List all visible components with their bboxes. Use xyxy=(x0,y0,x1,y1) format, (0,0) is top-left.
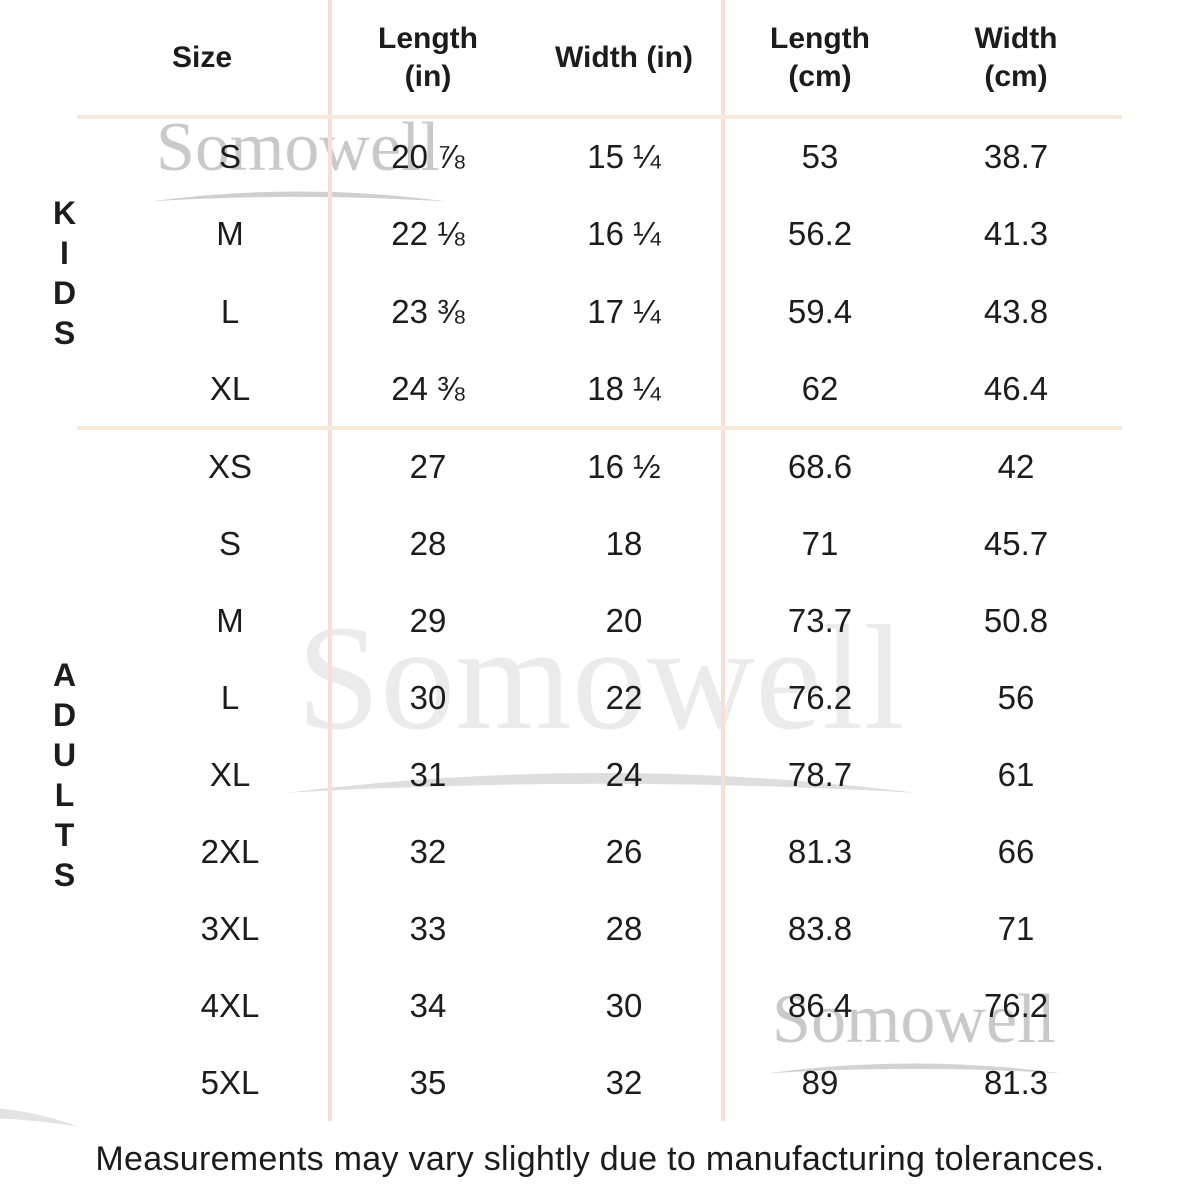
length-in-cell: 20 ⅞ xyxy=(391,137,465,175)
table-header: Size Length (in) Width (in) Length (cm) … xyxy=(0,0,1114,116)
length-cm-cell: 83.8 xyxy=(787,909,853,947)
size-cell: L xyxy=(220,292,240,330)
kids-rows: S 20 ⅞ 15 ¼ 53 38.7 M 22 ⅛ 16 ¼ 56.2 41.… xyxy=(130,118,1114,428)
width-cm-cell: 45.7 xyxy=(983,524,1049,562)
length-in-cell: 29 xyxy=(409,601,447,639)
width-cm-cell: 66 xyxy=(997,832,1035,870)
length-cm-cell: 86.4 xyxy=(787,986,853,1024)
table-row: L 30 22 76.2 56 xyxy=(130,659,1114,736)
width-cm-cell: 61 xyxy=(997,755,1035,793)
vertical-divider-left xyxy=(328,0,332,1121)
size-cell: 5XL xyxy=(200,1063,260,1101)
table-row: XL 31 24 78.7 61 xyxy=(130,736,1114,813)
length-in-cell: 35 xyxy=(409,1063,447,1101)
length-in-cell: 28 xyxy=(409,524,447,562)
header-width-cm: Width (cm) xyxy=(974,22,1058,93)
length-in-cell: 33 xyxy=(409,909,447,947)
size-cell: XL xyxy=(209,370,251,408)
width-in-cell: 18 xyxy=(605,524,643,562)
header-length-cm: Length (cm) xyxy=(770,22,870,93)
width-in-cell: 15 ¼ xyxy=(587,137,661,175)
width-cm-cell: 41.3 xyxy=(983,215,1049,253)
length-cm-cell: 89 xyxy=(801,1063,839,1101)
table-row: 2XL 32 26 81.3 66 xyxy=(130,813,1114,890)
size-cell: L xyxy=(220,678,240,716)
length-cm-cell: 59.4 xyxy=(787,292,853,330)
adults-rows: XS 27 16 ½ 68.6 42 S 28 18 71 45.7 M 29 … xyxy=(130,428,1114,1121)
length-in-cell: 34 xyxy=(409,986,447,1024)
header-length-in: Length (in) xyxy=(378,22,478,93)
width-in-cell: 30 xyxy=(605,986,643,1024)
header-divider xyxy=(77,115,1122,119)
table-row: 4XL 34 30 86.4 76.2 xyxy=(130,967,1114,1044)
width-in-cell: 20 xyxy=(605,601,643,639)
header-width-in: Width (in) xyxy=(554,41,693,74)
width-cm-cell: 56 xyxy=(997,678,1035,716)
length-cm-cell: 73.7 xyxy=(787,601,853,639)
length-cm-cell: 62 xyxy=(801,370,839,408)
size-cell: S xyxy=(218,137,241,175)
length-in-cell: 23 ⅜ xyxy=(391,292,465,330)
width-in-cell: 32 xyxy=(605,1063,643,1101)
adults-group-label: A D U L T S xyxy=(52,656,78,893)
length-in-cell: 24 ⅜ xyxy=(391,370,465,408)
length-in-cell: 22 ⅛ xyxy=(391,215,465,253)
table-row: L 23 ⅜ 17 ¼ 59.4 43.8 xyxy=(130,273,1114,351)
size-cell: 2XL xyxy=(200,832,260,870)
length-cm-cell: 78.7 xyxy=(787,755,853,793)
size-cell: S xyxy=(218,524,241,562)
length-in-cell: 31 xyxy=(409,755,447,793)
length-cm-cell: 68.6 xyxy=(787,447,853,485)
kids-adults-divider xyxy=(77,426,1122,430)
header-size: Size xyxy=(171,41,233,74)
length-cm-cell: 56.2 xyxy=(787,215,853,253)
table-row: S 28 18 71 45.7 xyxy=(130,505,1114,582)
table-row: 5XL 35 32 89 81.3 xyxy=(130,1044,1114,1121)
length-in-cell: 30 xyxy=(409,678,447,716)
width-cm-cell: 71 xyxy=(997,909,1035,947)
width-in-cell: 16 ¼ xyxy=(587,215,661,253)
width-in-cell: 18 ¼ xyxy=(587,370,661,408)
length-in-cell: 27 xyxy=(409,447,447,485)
width-in-cell: 22 xyxy=(605,678,643,716)
width-in-cell: 24 xyxy=(605,755,643,793)
width-cm-cell: 46.4 xyxy=(983,370,1049,408)
width-in-cell: 17 ¼ xyxy=(587,292,661,330)
size-cell: XS xyxy=(207,447,253,485)
width-cm-cell: 81.3 xyxy=(983,1063,1049,1101)
kids-section: K I D S S 20 ⅞ 15 ¼ 53 38.7 M 22 ⅛ 16 ¼ … xyxy=(0,118,1114,428)
width-cm-cell: 43.8 xyxy=(983,292,1049,330)
vertical-divider-right xyxy=(721,0,725,1121)
kids-group-label: K I D S xyxy=(52,195,78,351)
width-in-cell: 28 xyxy=(605,909,643,947)
width-cm-cell: 38.7 xyxy=(983,137,1049,175)
adults-section: A D U L T S XS 27 16 ½ 68.6 42 S 28 18 7… xyxy=(0,428,1114,1121)
table-row: M 22 ⅛ 16 ¼ 56.2 41.3 xyxy=(130,196,1114,274)
table-row: S 20 ⅞ 15 ¼ 53 38.7 xyxy=(130,118,1114,196)
length-cm-cell: 81.3 xyxy=(787,832,853,870)
size-cell: 3XL xyxy=(200,909,260,947)
size-cell: 4XL xyxy=(200,986,260,1024)
width-in-cell: 16 ½ xyxy=(587,447,661,485)
size-cell: M xyxy=(216,215,244,253)
width-cm-cell: 76.2 xyxy=(983,986,1049,1024)
length-cm-cell: 76.2 xyxy=(787,678,853,716)
length-in-cell: 32 xyxy=(409,832,447,870)
size-cell: M xyxy=(216,601,244,639)
length-cm-cell: 71 xyxy=(801,524,839,562)
width-cm-cell: 42 xyxy=(997,447,1035,485)
table-row: M 29 20 73.7 50.8 xyxy=(130,582,1114,659)
table-row: XL 24 ⅜ 18 ¼ 62 46.4 xyxy=(130,351,1114,429)
table-row: XS 27 16 ½ 68.6 42 xyxy=(130,428,1114,505)
table-row: 3XL 33 28 83.8 71 xyxy=(130,890,1114,967)
tolerance-note: Measurements may vary slightly due to ma… xyxy=(95,1140,1105,1178)
width-in-cell: 26 xyxy=(605,832,643,870)
size-cell: XL xyxy=(209,755,251,793)
length-cm-cell: 53 xyxy=(801,137,839,175)
width-cm-cell: 50.8 xyxy=(983,601,1049,639)
